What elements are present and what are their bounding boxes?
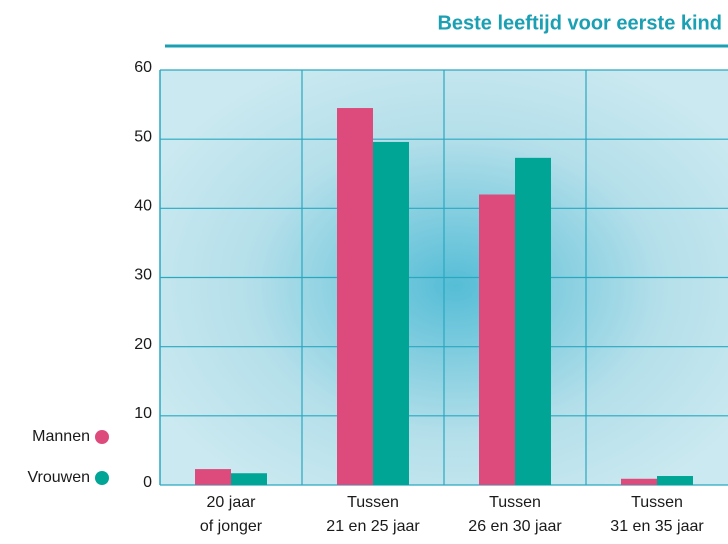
- y-tick-label: 30: [134, 267, 152, 284]
- x-tick-label: 26 en 30 jaar: [468, 518, 562, 535]
- bar: [337, 108, 373, 486]
- bar: [373, 141, 409, 485]
- bar: [479, 194, 515, 485]
- bar: [515, 157, 551, 485]
- x-tick-label: Tussen: [489, 494, 541, 511]
- y-tick-label: 40: [134, 198, 152, 215]
- bar: [195, 469, 231, 485]
- legend-swatch: [95, 471, 109, 485]
- y-tick-label: 50: [134, 128, 152, 145]
- x-tick-label: Tussen: [347, 494, 399, 511]
- y-tick-label: 20: [134, 336, 152, 353]
- x-tick-label: 20 jaar: [207, 494, 257, 511]
- y-tick-label: 0: [143, 474, 152, 491]
- legend-label: Mannen: [32, 428, 90, 445]
- x-tick-label: 31 en 35 jaar: [610, 518, 704, 535]
- bar: [231, 473, 267, 485]
- legend-swatch: [95, 430, 109, 444]
- bar: [657, 476, 693, 485]
- y-tick-label: 60: [134, 59, 152, 76]
- y-tick-label: 10: [134, 405, 152, 422]
- x-tick-label: Tussen: [631, 494, 683, 511]
- x-tick-label: of jonger: [200, 518, 263, 535]
- x-tick-label: 21 en 25 jaar: [326, 518, 420, 535]
- chart-title: Beste leeftijd voor eerste kind: [437, 12, 722, 34]
- legend-label: Vrouwen: [27, 469, 90, 486]
- bar: [621, 478, 657, 485]
